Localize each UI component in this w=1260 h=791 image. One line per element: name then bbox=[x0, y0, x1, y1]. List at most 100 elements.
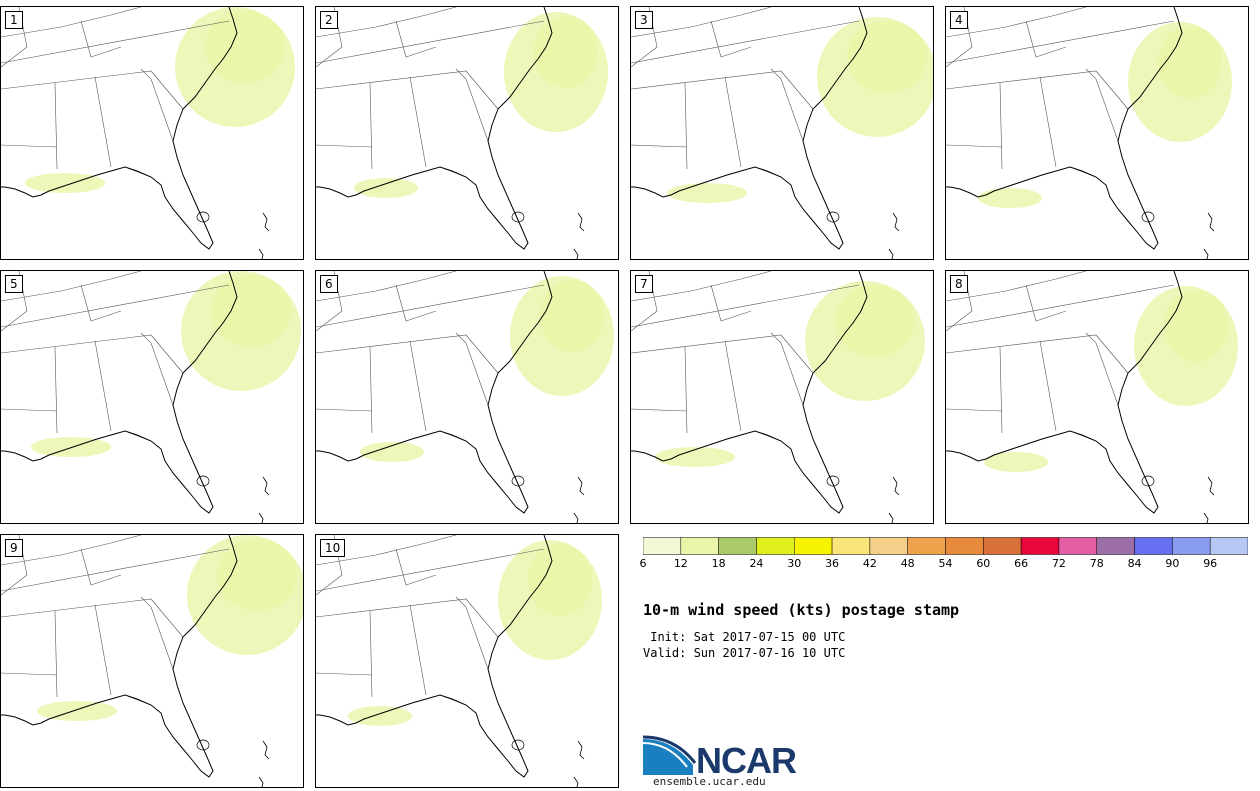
wind-speed-shading bbox=[528, 544, 592, 616]
panel-member-label: 3 bbox=[635, 11, 653, 29]
wind-speed-shading bbox=[667, 183, 747, 203]
state-border bbox=[54, 82, 58, 170]
state-border bbox=[54, 610, 58, 698]
colorbar-tick: 72 bbox=[1051, 557, 1066, 570]
bahamas-island bbox=[1207, 212, 1215, 232]
bahamas-island bbox=[258, 776, 264, 787]
ensemble-member-panel-10: 10 bbox=[315, 534, 619, 788]
state-border bbox=[1, 535, 142, 566]
ensemble-member-panel-2: 2 bbox=[315, 6, 619, 260]
bahamas-island bbox=[577, 476, 585, 496]
state-border bbox=[409, 340, 427, 432]
state-border bbox=[1, 271, 142, 302]
ensemble-member-panel-4: 4 bbox=[945, 6, 1249, 260]
wind-speed-shading bbox=[31, 437, 111, 457]
member-map bbox=[316, 535, 602, 787]
state-border bbox=[631, 271, 772, 302]
bahamas-island bbox=[262, 476, 270, 496]
member-map bbox=[316, 7, 608, 259]
state-border bbox=[631, 334, 814, 374]
init-time: Init: Sat 2017-07-15 00 UTC bbox=[643, 630, 846, 644]
state-border bbox=[80, 548, 122, 586]
coastline bbox=[316, 271, 553, 514]
bahamas-island bbox=[258, 248, 264, 259]
bahamas-island bbox=[888, 512, 894, 523]
state-border bbox=[94, 604, 112, 696]
ensemble-member-panel-6: 6 bbox=[315, 270, 619, 524]
wind-speed-shading bbox=[217, 539, 297, 611]
wind-speed-shading bbox=[655, 447, 735, 467]
state-border bbox=[999, 82, 1003, 170]
coastline bbox=[1, 271, 238, 514]
coastline bbox=[1, 7, 238, 250]
state-border bbox=[54, 346, 58, 434]
colorbar-segment bbox=[831, 537, 871, 555]
bahamas-island bbox=[262, 740, 270, 760]
colorbar-tick: 42 bbox=[862, 557, 877, 570]
member-map bbox=[1, 7, 295, 259]
colorbar-tick: 84 bbox=[1127, 557, 1142, 570]
coastline bbox=[946, 7, 1183, 250]
state-border bbox=[409, 604, 427, 696]
lake-okeechobee bbox=[1141, 211, 1155, 223]
state-border bbox=[1, 408, 58, 412]
panel-member-label: 8 bbox=[950, 275, 968, 293]
wind-speed-shading bbox=[1164, 290, 1228, 362]
state-border bbox=[94, 340, 112, 432]
ensemble-member-panel-8: 8 bbox=[945, 270, 1249, 524]
state-border bbox=[455, 332, 489, 406]
colorbar-segment bbox=[983, 537, 1022, 555]
bahamas-island bbox=[573, 248, 579, 259]
colorbar-segment bbox=[680, 537, 719, 555]
logo-url: ensemble.ucar.edu bbox=[653, 775, 766, 788]
colorbar-tick: 30 bbox=[787, 557, 802, 570]
colorbar-segment bbox=[869, 537, 908, 555]
state-border bbox=[395, 20, 437, 58]
panel-member-label: 1 bbox=[5, 11, 23, 29]
lake-okeechobee bbox=[826, 211, 840, 223]
colorbar-tick: 54 bbox=[938, 557, 953, 570]
bahamas-island bbox=[577, 212, 585, 232]
state-border bbox=[316, 284, 545, 328]
panel-member-label: 5 bbox=[5, 275, 23, 293]
panel-member-label: 4 bbox=[950, 11, 968, 29]
state-border bbox=[710, 20, 752, 58]
colorbar-segment bbox=[643, 537, 682, 555]
state-border bbox=[395, 284, 437, 322]
state-border bbox=[1, 672, 58, 676]
valid-time: Valid: Sun 2017-07-16 10 UTC bbox=[643, 646, 846, 660]
panel-member-label: 6 bbox=[320, 275, 338, 293]
panel-member-label: 9 bbox=[5, 539, 23, 557]
wind-speed-shading bbox=[354, 178, 418, 198]
wind-speed-shading bbox=[211, 275, 291, 347]
lake-okeechobee bbox=[196, 739, 210, 751]
state-border bbox=[684, 82, 688, 170]
bahamas-island bbox=[262, 212, 270, 232]
state-border bbox=[1025, 284, 1067, 322]
member-map bbox=[631, 7, 933, 259]
state-border bbox=[316, 70, 499, 110]
state-border bbox=[1085, 68, 1119, 142]
wind-speed-shading bbox=[37, 701, 117, 721]
state-border bbox=[1039, 340, 1057, 432]
member-map bbox=[1, 271, 301, 523]
state-border bbox=[1039, 76, 1057, 168]
bahamas-island bbox=[888, 248, 894, 259]
state-border bbox=[631, 7, 772, 38]
state-border bbox=[1085, 332, 1119, 406]
state-border bbox=[946, 144, 1003, 148]
state-border bbox=[369, 610, 373, 698]
colorbar-segment bbox=[945, 537, 984, 555]
state-border bbox=[946, 334, 1129, 374]
state-border bbox=[316, 7, 457, 38]
wind-speed-shading bbox=[25, 173, 105, 193]
state-border bbox=[369, 82, 373, 170]
bahamas-island bbox=[1203, 512, 1209, 523]
bahamas-island bbox=[573, 512, 579, 523]
wind-speed-colorbar bbox=[643, 537, 1248, 555]
bahamas-island bbox=[892, 212, 900, 232]
colorbar-segment bbox=[1134, 537, 1173, 555]
colorbar-tick: 18 bbox=[711, 557, 726, 570]
state-border bbox=[770, 68, 804, 142]
state-border bbox=[140, 332, 174, 406]
